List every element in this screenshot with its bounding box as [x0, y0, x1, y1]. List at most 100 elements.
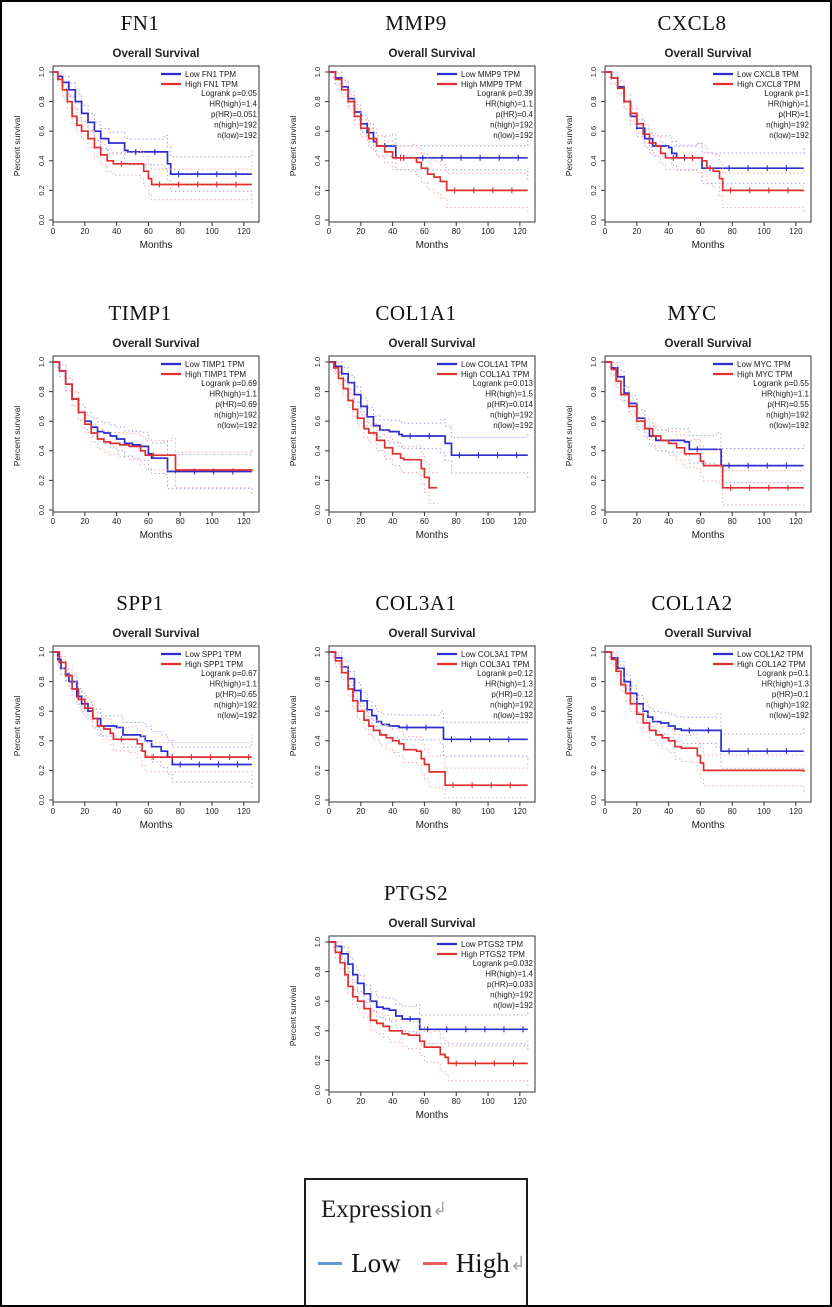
- svg-text:p(HR)=0.033: p(HR)=0.033: [487, 980, 534, 989]
- svg-text:120: 120: [513, 807, 527, 816]
- svg-text:60: 60: [420, 1097, 429, 1106]
- svg-text:0.4: 0.4: [313, 736, 322, 746]
- svg-text:60: 60: [420, 807, 429, 816]
- svg-text:Low MMP9 TPM: Low MMP9 TPM: [461, 70, 520, 79]
- svg-text:0.6: 0.6: [313, 416, 322, 426]
- svg-text:p(HR)=0.69: p(HR)=0.69: [215, 400, 257, 409]
- svg-text:1.0: 1.0: [589, 647, 598, 657]
- svg-text:High CXCL8 TPM: High CXCL8 TPM: [737, 80, 801, 89]
- svg-text:HR(high)=1.5: HR(high)=1.5: [485, 390, 533, 399]
- svg-text:120: 120: [237, 807, 251, 816]
- svg-text:40: 40: [388, 1097, 397, 1106]
- svg-text:100: 100: [481, 517, 495, 526]
- svg-text:n(low)=192: n(low)=192: [769, 711, 809, 720]
- legend-row: Low High ↲: [318, 1248, 526, 1279]
- svg-text:n(low)=192: n(low)=192: [493, 1001, 533, 1010]
- svg-text:1.0: 1.0: [589, 357, 598, 367]
- return-mark-icon: ↲: [432, 1199, 448, 1219]
- survival-chart: Overall Survival 0.0 0.2 0.4 0.6 0.8 1.0 0 20 40 6…: [288, 918, 536, 1121]
- svg-text:60: 60: [420, 517, 429, 526]
- survival-chart: Overall Survival 0.0 0.2 0.4 0.6 0.8 1.0 0 20 40 6…: [288, 628, 536, 831]
- svg-text:0.0: 0.0: [589, 215, 598, 225]
- survival-plot-panel-myc: MYC Overall Survival 0.0 0.2 0.4 0.6 0.8 1.0 0 2…: [554, 296, 830, 586]
- return-mark-icon: ↲: [509, 1253, 526, 1275]
- legend-title-text: Expression: [321, 1196, 433, 1223]
- survival-chart: Overall Survival 0.0 0.2 0.4 0.6 0.8 1.0 0 20 40 6…: [12, 338, 260, 541]
- svg-text:0.2: 0.2: [313, 765, 322, 775]
- survival-plot-panel-fn1: FN1 Overall Survival 0.0 0.2 0.4 0.6 0.8 1.0 0 2…: [2, 6, 278, 296]
- gene-title: COL1A1: [375, 301, 457, 325]
- svg-text:Percent survival: Percent survival: [288, 116, 298, 177]
- svg-text:n(high)=192: n(high)=192: [214, 701, 257, 710]
- gene-title: PTGS2: [383, 881, 449, 905]
- svg-text:1.0: 1.0: [589, 67, 598, 77]
- svg-text:0.8: 0.8: [589, 676, 598, 686]
- survival-chart: Overall Survival 0.0 0.2 0.4 0.6 0.8 1.0 0 20 40 6…: [564, 338, 812, 541]
- svg-text:n(high)=192: n(high)=192: [490, 701, 533, 710]
- svg-text:Percent survival: Percent survival: [564, 406, 574, 467]
- svg-text:0.4: 0.4: [589, 156, 598, 166]
- svg-text:0.0: 0.0: [313, 795, 322, 805]
- svg-text:0.6: 0.6: [589, 126, 598, 136]
- svg-text:60: 60: [696, 807, 705, 816]
- survival-plot-panel-spp1: SPP1 Overall Survival 0.0 0.2 0.4 0.6 0.8 1.0 0…: [2, 586, 278, 876]
- svg-text:100: 100: [481, 807, 495, 816]
- svg-text:Percent survival: Percent survival: [288, 406, 298, 467]
- svg-text:0.0: 0.0: [37, 505, 46, 515]
- svg-text:Logrank p=0.55: Logrank p=0.55: [753, 379, 809, 388]
- svg-text:p(HR)=0.1: p(HR)=0.1: [772, 690, 810, 699]
- svg-text:p(HR)=1: p(HR)=1: [779, 110, 810, 119]
- svg-text:40: 40: [388, 517, 397, 526]
- svg-text:0.0: 0.0: [313, 215, 322, 225]
- svg-text:Low TIMP1 TPM: Low TIMP1 TPM: [185, 360, 245, 369]
- svg-text:0.2: 0.2: [589, 185, 598, 195]
- svg-text:HR(high)=1.1: HR(high)=1.1: [209, 680, 257, 689]
- svg-text:Overall Survival: Overall Survival: [389, 338, 476, 350]
- svg-text:80: 80: [728, 807, 737, 816]
- legend-title: Expression↲: [321, 1196, 526, 1224]
- svg-text:120: 120: [789, 517, 803, 526]
- survival-plot-panel-cxcl8: CXCL8 Overall Survival 0.0 0.2 0.4 0.6 0.8 1.0…: [554, 6, 830, 296]
- svg-text:p(HR)=0.55: p(HR)=0.55: [767, 400, 809, 409]
- svg-text:0.6: 0.6: [37, 126, 46, 136]
- svg-text:40: 40: [664, 807, 673, 816]
- gene-title: SPP1: [116, 591, 164, 615]
- svg-text:0.4: 0.4: [313, 446, 322, 456]
- svg-text:Logrank p=0.67: Logrank p=0.67: [201, 669, 257, 678]
- svg-text:Overall Survival: Overall Survival: [389, 628, 476, 640]
- high-line-swatch: [422, 1262, 447, 1265]
- svg-text:n(high)=192: n(high)=192: [490, 121, 533, 130]
- svg-text:20: 20: [632, 517, 641, 526]
- survival-chart: Overall Survival 0.0 0.2 0.4 0.6 0.8 1.0 0 20 40 6…: [12, 48, 260, 251]
- svg-text:80: 80: [176, 227, 185, 236]
- svg-text:100: 100: [205, 227, 219, 236]
- svg-text:80: 80: [452, 227, 461, 236]
- svg-text:Low COL3A1 TPM: Low COL3A1 TPM: [461, 650, 528, 659]
- svg-text:High COL1A1 TPM: High COL1A1 TPM: [461, 370, 530, 379]
- svg-text:0.2: 0.2: [313, 475, 322, 485]
- survival-chart: Overall Survival 0.0 0.2 0.4 0.6 0.8 1.0 0 20 40 6…: [288, 338, 536, 541]
- svg-text:n(low)=192: n(low)=192: [493, 711, 533, 720]
- svg-text:1.0: 1.0: [313, 937, 322, 947]
- svg-text:p(HR)=0.014: p(HR)=0.014: [487, 400, 534, 409]
- survival-plot-panel-col1a1: COL1A1 Overall Survival 0.0 0.2 0.4 0.6 0.8 1.…: [278, 296, 554, 586]
- svg-text:Percent survival: Percent survival: [12, 406, 22, 467]
- svg-text:Months: Months: [140, 820, 173, 831]
- survival-chart: Overall Survival 0.0 0.2 0.4 0.6 0.8 1.0 0 20 40 6…: [564, 48, 812, 251]
- svg-text:Overall Survival: Overall Survival: [113, 48, 200, 60]
- survival-plot-panel-mmp9: MMP9 Overall Survival 0.0 0.2 0.4 0.6 0.8 1.0 0…: [278, 6, 554, 296]
- svg-text:Logrank p=0.032: Logrank p=0.032: [473, 959, 534, 968]
- svg-text:0.8: 0.8: [589, 386, 598, 396]
- svg-text:0.2: 0.2: [589, 765, 598, 775]
- svg-text:HR(high)=1.1: HR(high)=1.1: [761, 390, 809, 399]
- expression-legend-box: Expression↲ Low High ↲: [304, 1178, 528, 1305]
- svg-text:Percent survival: Percent survival: [12, 116, 22, 177]
- svg-text:60: 60: [144, 517, 153, 526]
- svg-text:HR(high)=1.1: HR(high)=1.1: [485, 100, 533, 109]
- svg-text:100: 100: [481, 227, 495, 236]
- svg-text:0.6: 0.6: [37, 706, 46, 716]
- low-label: Low: [351, 1248, 401, 1278]
- survival-plot-panel-timp1: TIMP1 Overall Survival 0.0 0.2 0.4 0.6 0.8 1.0…: [2, 296, 278, 586]
- svg-text:n(high)=192: n(high)=192: [214, 411, 257, 420]
